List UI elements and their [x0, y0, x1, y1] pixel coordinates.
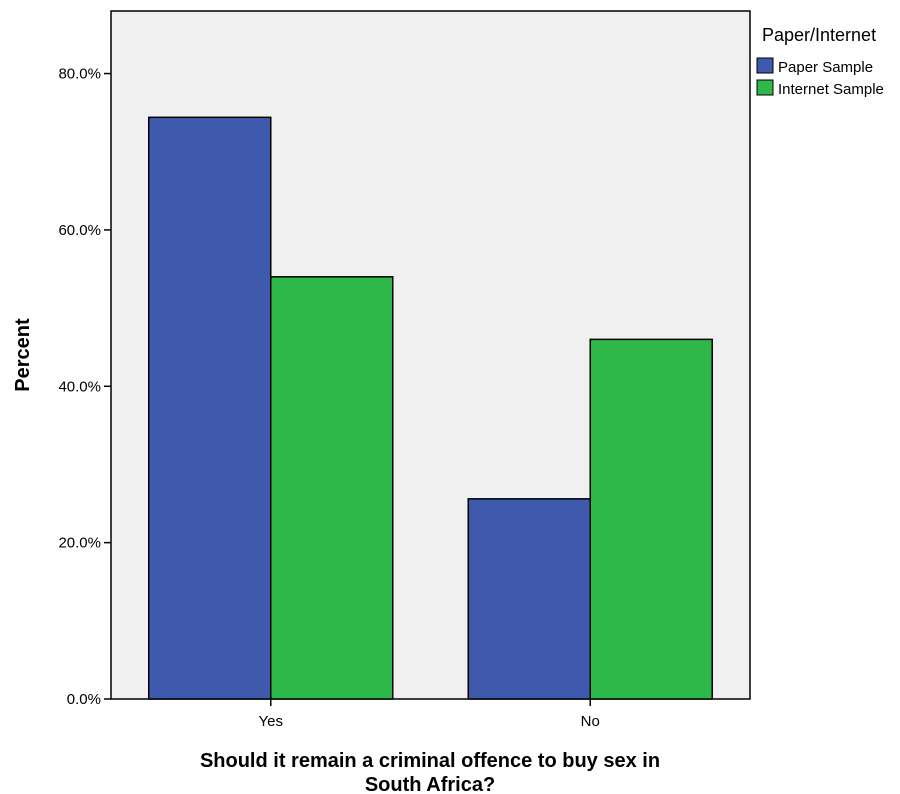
bar-paper-sample-yes [148, 116, 272, 700]
bar-paper-sample-no [467, 498, 591, 700]
legend-swatch-paper-sample [756, 57, 774, 74]
bar-internet-sample-no [589, 338, 713, 700]
y-tick-label: 0.0% [67, 691, 101, 708]
x-tick-label-no: No [581, 713, 600, 730]
y-axis: 0.0% 20.0% 40.0% 60.0% 80.0% [58, 66, 111, 708]
y-tick-label: 40.0% [58, 378, 101, 395]
bars-group [148, 116, 713, 700]
legend-title: Paper/Internet [762, 25, 876, 45]
bar-internet-sample-yes [270, 276, 394, 700]
y-tick-label: 60.0% [58, 222, 101, 239]
y-tick-label: 80.0% [58, 66, 101, 83]
legend: Paper/Internet Paper Sample Internet Sam… [756, 25, 884, 98]
legend-label-paper-sample: Paper Sample [778, 59, 873, 76]
x-tick-label-yes: Yes [259, 713, 283, 730]
x-axis: Yes No [259, 699, 600, 730]
y-tick-label: 20.0% [58, 535, 101, 552]
y-axis-title: Percent [12, 318, 34, 392]
legend-swatch-internet-sample [756, 79, 774, 96]
x-axis-title-line-2: South Africa? [365, 774, 495, 794]
legend-label-internet-sample: Internet Sample [778, 81, 884, 98]
x-axis-title-line-1: Should it remain a criminal offence to b… [200, 750, 660, 772]
